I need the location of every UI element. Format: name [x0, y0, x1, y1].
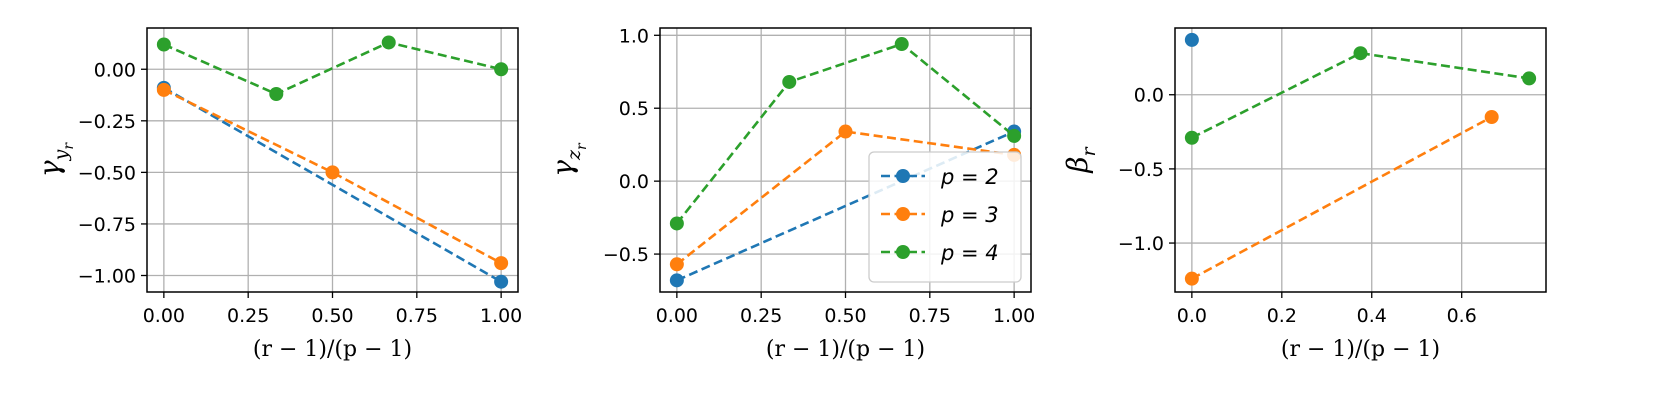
data-point-p3 [1184, 271, 1199, 286]
legend: p = 2 p = 3 p = 4 [868, 151, 1022, 283]
x-tick-label: 0.75 [396, 305, 438, 327]
y-axis-label: γyr [33, 142, 77, 177]
series-line-p4 [163, 41, 502, 96]
chart-panel-3: 0.0 0.2 0.4 0.6 −1.0 −0.5 0.0 (r − 1)/(p − 1) βr [1061, 27, 1547, 362]
axes-frame [146, 27, 519, 293]
series-line-p4 [1191, 51, 1530, 139]
data-point-p4 [782, 74, 797, 89]
data-point-p4 [894, 37, 909, 52]
y-tick-label: −0.50 [78, 162, 136, 184]
y-axis-label-sub-subscript: r [574, 142, 590, 150]
x-axis-label: (r − 1)/(p − 1) [766, 337, 925, 362]
legend-swatch-marker-p3 [896, 207, 910, 221]
y-tick-label: −1.00 [78, 266, 136, 288]
y-tick-label: 0.00 [94, 59, 136, 81]
data-point-p2 [494, 274, 509, 289]
x-tick-label: 0.0 [1177, 305, 1207, 327]
x-tick-label: 0.2 [1267, 305, 1297, 327]
data-point-p4 [1184, 130, 1199, 145]
x-tick-label: 0.00 [656, 305, 698, 327]
data-point-p3 [325, 165, 340, 180]
series-line-p4 [675, 42, 1015, 225]
legend-swatch-marker-p4 [896, 245, 910, 259]
y-tick-label: 1.0 [619, 25, 649, 47]
x-tick-label: 0.25 [740, 305, 782, 327]
y-tick-label: 0.0 [619, 171, 649, 193]
x-tick-label: 0.4 [1357, 305, 1387, 327]
data-point-p2 [1184, 32, 1199, 47]
data-point-p3 [838, 124, 853, 139]
data-point-p4 [1522, 71, 1537, 86]
x-tick-label: 0.6 [1447, 305, 1477, 327]
legend-swatch-marker-p2 [896, 169, 910, 183]
panels: 0.00 0.25 0.50 0.75 1.00 −1.00 −0.75 −0.50 −0.25… [33, 25, 1547, 362]
x-tick-label: 0.00 [143, 305, 185, 327]
data-point-p4 [269, 87, 284, 101]
series-line-p2 [163, 86, 502, 283]
x-tick-label: 1.00 [480, 305, 522, 327]
x-tick-label: 0.75 [909, 305, 951, 327]
y-axis-label: βr [1061, 145, 1100, 173]
y-axis-label: γzr [546, 142, 590, 177]
data-point-p4 [1353, 46, 1368, 61]
data-point-p3 [669, 257, 684, 272]
series-line-p2 [676, 130, 1015, 282]
y-tick-label: 0.0 [1134, 85, 1164, 107]
data-point-p3 [494, 256, 509, 271]
data-point-p3 [156, 82, 171, 97]
series-line-p3 [163, 88, 502, 265]
y-axis-label-sub-subscript: r [61, 142, 77, 150]
x-tick-label: 1.00 [993, 305, 1035, 327]
legend-entry-label: p = 4 [940, 241, 999, 265]
legend-entry-label: p = 2 [940, 165, 999, 189]
x-axis-label: (r − 1)/(p − 1) [253, 337, 412, 362]
chart-panel-1: 0.00 0.25 0.50 0.75 1.00 −1.00 −0.75 −0.50 −0.25… [33, 27, 522, 362]
y-tick-label: −0.75 [78, 214, 136, 236]
axes-frame [659, 27, 1032, 293]
legend-entry-label: p = 3 [940, 203, 999, 227]
y-tick-label: 0.5 [619, 98, 649, 120]
data-point-p4 [381, 35, 396, 50]
y-tick-label: −0.5 [1118, 159, 1164, 181]
data-point-p2 [669, 273, 684, 288]
series-line-p3 [676, 130, 1015, 266]
axes-frame [1174, 27, 1547, 293]
y-axis-label-subscript: z [563, 149, 585, 161]
chart-panel-2: 0.00 0.25 0.50 0.75 1.00 −0.5 0.0 0.5 1.0 (r − 1)… [546, 25, 1035, 362]
y-axis-label-subscript: y [50, 149, 72, 161]
x-tick-label: 0.50 [311, 305, 353, 327]
y-tick-label: −0.25 [78, 111, 136, 133]
y-axis-label-symbol: β [1061, 156, 1094, 173]
data-point-p3 [1484, 109, 1499, 124]
data-point-p4 [669, 216, 684, 231]
data-point-p4 [494, 62, 509, 77]
y-axis-label-subscript: r [1078, 145, 1100, 156]
y-tick-label: −1.0 [1118, 233, 1164, 255]
y-axis-label-symbol: γ [33, 160, 66, 177]
data-point-p4 [1007, 128, 1022, 143]
x-tick-label: 0.25 [227, 305, 269, 327]
y-tick-label: −0.5 [603, 244, 649, 266]
series-line-p3 [1191, 115, 1493, 280]
x-tick-label: 0.50 [824, 305, 866, 327]
x-axis-label: (r − 1)/(p − 1) [1281, 337, 1440, 362]
data-point-p4 [156, 37, 171, 52]
y-axis-label-symbol: γ [546, 160, 579, 177]
